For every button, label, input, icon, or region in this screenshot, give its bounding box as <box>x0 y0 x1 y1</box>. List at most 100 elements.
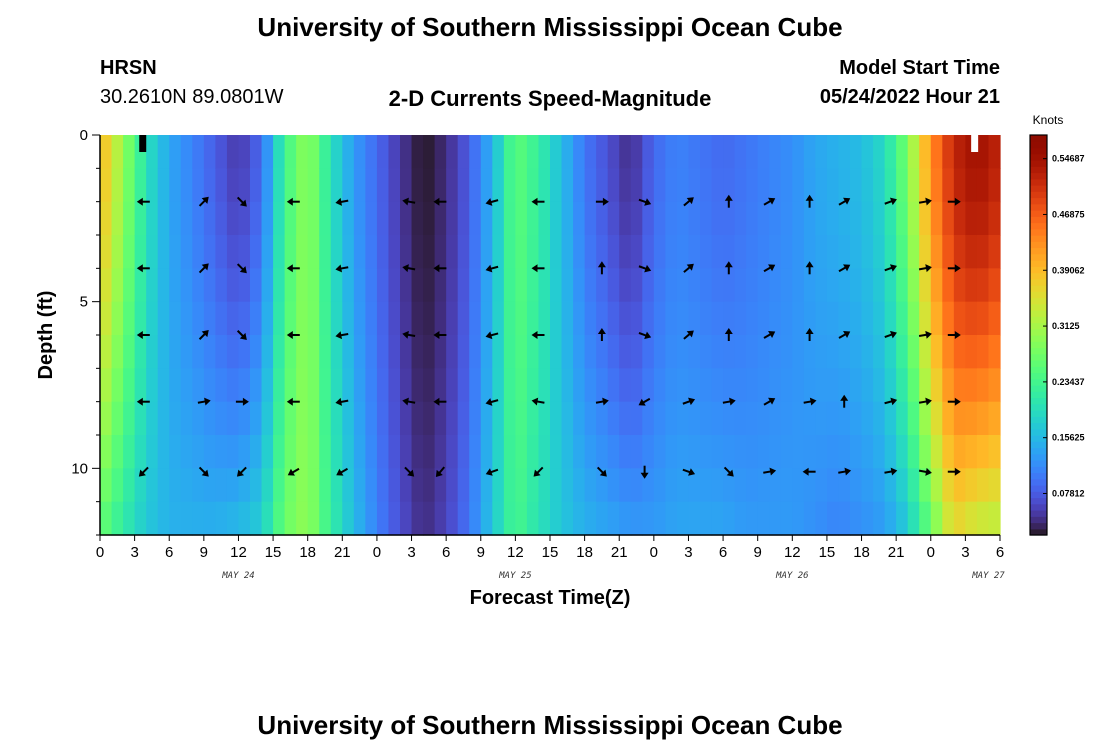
heatmap-cell <box>642 301 655 336</box>
arrow-head <box>485 398 493 406</box>
heatmap-cell <box>365 301 378 336</box>
heatmap-cell <box>907 168 920 203</box>
heatmap-cell <box>976 135 990 169</box>
heatmap-cell <box>953 335 966 369</box>
heatmap-cell <box>907 201 920 236</box>
heatmap-cell <box>907 468 920 503</box>
heatmap-cell <box>515 401 528 436</box>
heatmap-cell <box>723 201 736 236</box>
heatmap-cell <box>342 401 355 436</box>
heatmap-cell <box>365 468 378 503</box>
current-arrow <box>918 397 932 406</box>
heatmap-cell <box>515 201 528 236</box>
heatmap-cell <box>284 235 297 269</box>
arrow-head <box>239 199 247 207</box>
heatmap-cell <box>238 301 251 336</box>
current-arrow <box>947 331 961 339</box>
arrow-head <box>286 397 293 406</box>
heatmap-cell <box>746 268 759 303</box>
current-arrow <box>884 397 898 406</box>
heatmap-cell <box>134 235 147 269</box>
heatmap-cell <box>215 435 228 469</box>
heatmap-cell <box>838 168 851 203</box>
heatmap-cell <box>503 401 516 436</box>
heatmap-cell <box>480 168 493 203</box>
station-name: HRSN <box>100 57 157 79</box>
heatmap-cell <box>757 335 770 369</box>
heatmap-cell <box>446 235 459 269</box>
current-arrow <box>884 197 897 206</box>
heatmap-cell <box>376 501 390 536</box>
heatmap-cell <box>203 268 216 303</box>
arrow-head <box>335 264 343 273</box>
heatmap-cell <box>642 135 655 169</box>
heatmap-cell <box>480 468 493 503</box>
heatmap-cell <box>330 268 343 303</box>
heatmap-cell <box>446 201 459 236</box>
x-tick-label: 12 <box>230 544 247 561</box>
heatmap-cell <box>757 201 770 236</box>
heatmap-cell <box>942 401 955 436</box>
arrow-head <box>485 468 493 476</box>
heatmap-cell <box>307 301 320 336</box>
heatmap-cell <box>515 135 528 169</box>
heatmap-cell <box>953 135 966 169</box>
heatmap-cell <box>330 201 343 236</box>
heatmap-cell <box>596 435 609 469</box>
current-arrow <box>947 397 961 406</box>
heatmap-cell <box>180 501 193 536</box>
arrow-head <box>402 397 409 406</box>
heatmap-cell <box>711 435 724 469</box>
heatmap-cell <box>873 435 886 469</box>
heatmap-cell <box>630 401 643 436</box>
heatmap-cell <box>526 468 540 503</box>
colorbar-segment <box>1030 503 1047 511</box>
arrow-head <box>597 261 606 268</box>
heatmap-cell <box>573 368 586 403</box>
arrow-head <box>286 197 293 206</box>
heatmap-cell <box>757 501 770 536</box>
heatmap-cell <box>411 168 424 203</box>
heatmap-cell <box>388 368 401 403</box>
heatmap-cell <box>434 201 447 236</box>
current-arrow <box>433 197 447 206</box>
arrow-head <box>433 264 440 273</box>
heatmap-cell <box>665 268 678 303</box>
heatmap-cell <box>503 201 516 236</box>
model-start-label: Model Start Time <box>839 57 1000 79</box>
heatmap-cell <box>411 301 424 336</box>
heatmap-cell <box>930 501 943 536</box>
heatmap-cell <box>111 301 124 336</box>
heatmap-cell <box>503 235 516 269</box>
x-tick-label: 18 <box>299 544 316 561</box>
colorbar-segment <box>1030 135 1047 142</box>
heatmap-cell <box>423 135 436 169</box>
heatmap-cell <box>930 135 943 169</box>
heatmap-cell <box>434 268 447 303</box>
heatmap-cell <box>757 401 770 436</box>
heatmap-cell <box>734 301 747 336</box>
heatmap-cell <box>803 301 816 336</box>
heatmap-cell <box>111 368 124 403</box>
heatmap-cell <box>100 468 113 503</box>
heatmap-cell <box>250 335 263 369</box>
heatmap-cell <box>457 168 470 203</box>
heatmap-cell <box>746 435 759 469</box>
heatmap-cell <box>146 268 159 303</box>
heatmap-cell <box>550 468 563 503</box>
arrow-head <box>724 261 733 268</box>
heatmap-cell <box>100 401 113 436</box>
heatmap-cell <box>400 368 413 403</box>
colorbar-segment <box>1030 422 1047 430</box>
heatmap-cell <box>988 235 1001 269</box>
heatmap-cell <box>273 501 286 536</box>
current-arrow <box>947 197 961 206</box>
colorbar-segment <box>1030 328 1047 336</box>
current-arrow <box>485 198 499 206</box>
heatmap-cell <box>250 368 263 403</box>
heatmap-cell <box>157 368 170 403</box>
heatmap-cell <box>492 501 505 536</box>
heatmap-cell <box>480 268 493 303</box>
heatmap-cell <box>526 235 540 269</box>
heatmap-cell <box>919 168 932 203</box>
